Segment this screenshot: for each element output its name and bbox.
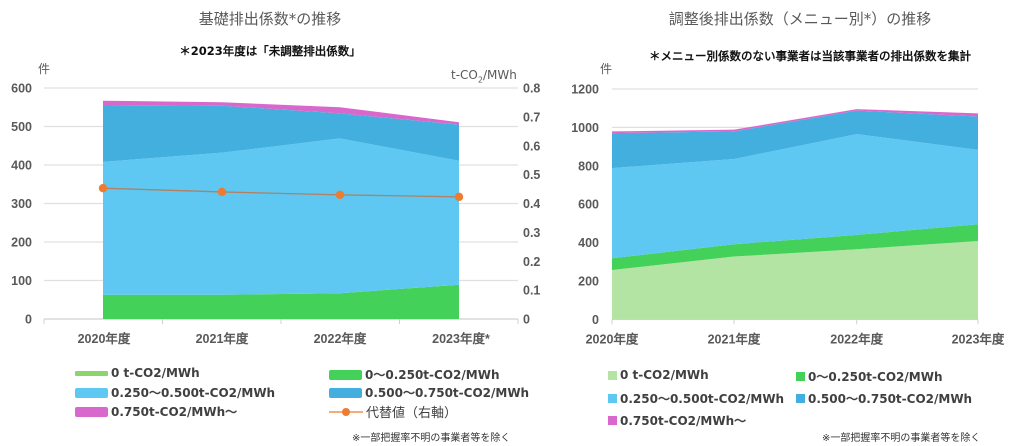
line-point <box>454 192 464 202</box>
legend-label: 0.750t-CO2/MWh～ <box>111 405 238 419</box>
y2-tick-label: 0.7 <box>523 110 540 124</box>
area-series-0 <box>612 240 978 320</box>
legend-label: 0.750t-CO2/MWh～ <box>620 414 747 428</box>
y-tick-label: 1200 <box>571 83 599 97</box>
left-y-axis-label: 件 <box>38 62 51 76</box>
line-series <box>102 187 460 198</box>
x-tick-label: 2023年度 <box>952 331 1005 346</box>
y-tick-label: 200 <box>11 236 32 250</box>
legend-label: 0.250～0.500t-CO2/MWh <box>111 386 276 400</box>
left-legend-item-line: 代替値（右軸） <box>329 402 457 421</box>
area-series-4 <box>103 100 459 125</box>
left-footnote: ※一部把握率不明の事業者等を除く <box>352 433 511 444</box>
x-tick-label: 2022年度 <box>830 331 883 346</box>
y-tick-label: 200 <box>578 274 599 288</box>
y-tick-label: 1000 <box>571 121 599 135</box>
right-footnote: ※一部把握率不明の事業者等を除く <box>822 433 981 444</box>
left-legend-item-3: 0.500～0.750t-CO2/MWh <box>329 384 529 401</box>
y2-tick-label: 0.5 <box>523 168 540 182</box>
x-tick-label: 2020年度 <box>78 331 131 346</box>
left-legend-item-2: 0.250～0.500t-CO2/MWh <box>75 384 275 401</box>
left-chart-subtitle: ＊2023年度は「未調整排出係数」 <box>179 44 361 58</box>
y-tick-label: 100 <box>11 274 32 288</box>
legend-swatch <box>608 370 617 380</box>
y-tick-label: 0 <box>592 313 599 327</box>
right-legend-item-3: 0.500～0.750t-CO2/MWh <box>796 390 972 407</box>
y2-tick-label: 0.8 <box>523 82 540 96</box>
legend-swatch <box>796 394 805 403</box>
y2-tick-label: 0.4 <box>523 197 540 211</box>
line-point <box>98 183 108 193</box>
x-tick-label: 2021年度 <box>196 331 249 346</box>
right-legend-item-4: 0.750t-CO2/MWh～ <box>608 412 746 429</box>
x-tick-label: 2020年度 <box>586 331 639 346</box>
right-legend-item-1: 0～0.250t-CO2/MWh <box>796 368 943 385</box>
legend-label: 0 t-CO2/MWh <box>620 368 709 382</box>
legend-label: 0.250～0.500t-CO2/MWh <box>620 392 785 406</box>
legend-swatch <box>329 369 362 380</box>
legend-swatch <box>329 387 362 398</box>
left-y2-axis-label: t-CO2/MWh <box>451 68 517 85</box>
right-legend-item-2: 0.250～0.500t-CO2/MWh <box>608 390 784 407</box>
area-series-3 <box>612 110 978 169</box>
y-tick-label: 600 <box>578 198 599 212</box>
line-marker-swatch <box>329 407 363 416</box>
left-legend-item-1: 0～0.250t-CO2/MWh <box>329 366 500 383</box>
y2-tick-label: 0.2 <box>523 255 540 269</box>
area-series-1 <box>612 224 978 270</box>
legend-swatch <box>75 406 108 417</box>
legend-label: 0～0.250t-CO2/MWh <box>808 370 943 384</box>
legend-swatch <box>75 387 108 398</box>
left-chart-plot: 0 100 200 300 400 500 600 2020年度 2021年度 2022年度 202… <box>11 82 540 347</box>
area-series-1 <box>103 284 459 319</box>
line-point <box>335 190 345 200</box>
left-legend-item-4: 0.750t-CO2/MWh～ <box>75 403 237 420</box>
area-series-2 <box>103 138 459 295</box>
y-tick-label: 600 <box>11 82 32 96</box>
y2-tick-label: 0.3 <box>523 226 540 240</box>
legend-swatch <box>608 394 617 403</box>
y2-tick-label: 0.6 <box>523 139 540 153</box>
right-chart-title: 調整後排出係数（メニュー別*）の推移 <box>668 10 932 28</box>
left-legend-item-0: 0 t-CO2/MWh <box>75 366 200 380</box>
legend-label: 0.500～0.750t-CO2/MWh <box>808 392 973 406</box>
right-y-axis-label: 件 <box>600 62 613 76</box>
y-tick-label: 300 <box>11 197 32 211</box>
x-tick-label: 2021年度 <box>708 331 761 346</box>
legend-swatch <box>75 370 108 376</box>
right-chart-plot: 0 200 400 600 800 1000 1200 2020年度 2021年度 2022年度 2… <box>571 83 1005 347</box>
left-chart-title: 基礎排出係数*の推移 <box>198 10 342 28</box>
legend-label: 0.500～0.750t-CO2/MWh <box>365 386 530 400</box>
right-legend-item-0: 0 t-CO2/MWh <box>608 368 709 382</box>
legend-label: 0～0.250t-CO2/MWh <box>365 368 500 382</box>
y2-tick-label: 0 <box>523 313 530 327</box>
y-tick-label: 0 <box>25 313 32 327</box>
y-tick-label: 800 <box>578 159 599 173</box>
x-tick-label: 2023年度* <box>432 331 490 346</box>
y-tick-label: 400 <box>11 159 32 173</box>
area-series-3 <box>103 104 459 162</box>
right-chart-subtitle: ＊メニュー別係数のない事業者は当該事業者の排出係数を集計 <box>649 49 971 63</box>
line-point <box>217 187 227 197</box>
legend-label: 代替値（右軸） <box>366 406 458 421</box>
legend-label: 0 t-CO2/MWh <box>111 366 200 380</box>
y-tick-label: 400 <box>578 236 599 250</box>
y2-tick-label: 0.1 <box>523 284 540 298</box>
legend-swatch <box>796 372 805 381</box>
x-tick-label: 2022年度 <box>314 331 367 346</box>
area-series-2 <box>612 134 978 259</box>
y-tick-label: 500 <box>11 120 32 134</box>
legend-swatch <box>608 416 617 425</box>
